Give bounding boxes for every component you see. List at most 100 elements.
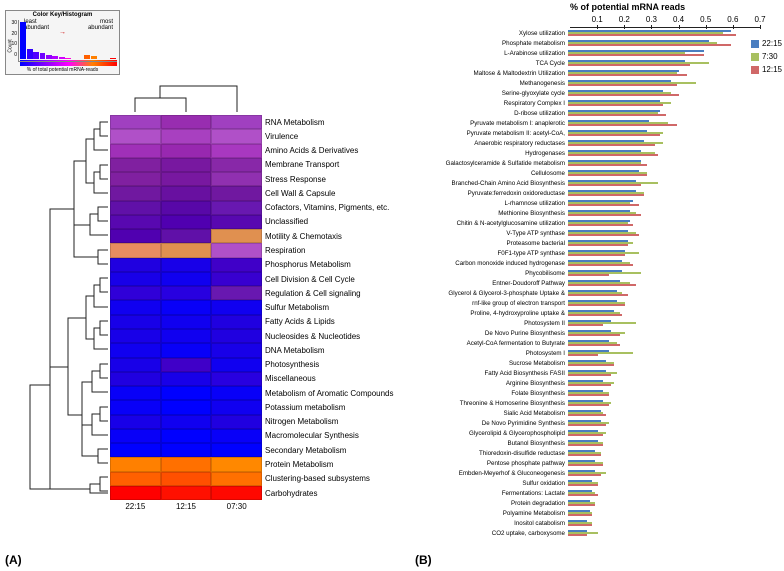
heatmap-cell	[110, 457, 161, 471]
heatmap-cell	[161, 472, 212, 486]
heatmap-cell	[161, 372, 212, 386]
heatmap-row-label: Protein Metabolism	[265, 457, 394, 471]
legend-label: 7:30	[762, 52, 778, 61]
heatmap-row-label: Motility & Chemotaxis	[265, 229, 394, 243]
bar	[568, 214, 641, 216]
bar	[568, 134, 660, 136]
bar	[568, 74, 687, 76]
bar-row: Pyruvate:ferredoxin oxidoreductase	[415, 188, 765, 198]
bar-label: Chitin & N-acetylglucosamine utilization	[415, 220, 568, 227]
bar-row: Butanol Biosynthesis	[415, 438, 765, 448]
bar	[568, 344, 620, 346]
bar-group	[568, 338, 765, 348]
heatmap-cell	[110, 372, 161, 386]
heatmap-cell	[211, 400, 262, 414]
bar-group	[568, 488, 765, 498]
bar-label: Polyamine Metabolism	[415, 510, 568, 517]
bar-group	[568, 518, 765, 528]
heatmap-cell	[161, 158, 212, 172]
bar-label: Anaerobic respiratory reductases	[415, 140, 568, 147]
bar-group	[568, 58, 765, 68]
heatmap-cell	[110, 215, 161, 229]
bar-label: Methionine Biosynthesis	[415, 210, 568, 217]
heatmap-row	[110, 300, 262, 314]
bar-label: Fermentations: Lactate	[415, 490, 568, 497]
heatmap-cell	[110, 400, 161, 414]
heatmap-row	[110, 343, 262, 357]
heatmap-cell	[211, 258, 262, 272]
bar-row: De Novo Purine Biosynthesis	[415, 328, 765, 338]
bar-row: Carbon monoxide induced hydrogenase	[415, 258, 765, 268]
heatmap-row-label: RNA Metabolism	[265, 115, 394, 129]
bar-label: Respiratory Complex I	[415, 100, 568, 107]
bar	[568, 264, 633, 266]
bar	[568, 94, 679, 96]
bar	[568, 534, 587, 536]
bar-row: Protein degradation	[415, 498, 765, 508]
bar-row: L-rhamnose utilization	[415, 198, 765, 208]
bar-row: Glycerol & Glycerol-3-phosphate Uptake &	[415, 288, 765, 298]
heatmap-cell	[211, 129, 262, 143]
heatmap-cell	[110, 329, 161, 343]
bar-row: Inositol catabolism	[415, 518, 765, 528]
heatmap-cell	[161, 400, 212, 414]
bar-label: Maltose & Maltodextrin Utilization	[415, 70, 568, 77]
heatmap-cell	[211, 386, 262, 400]
heatmap-row	[110, 443, 262, 457]
bar	[568, 164, 647, 166]
bar-group	[568, 268, 765, 278]
bar-label: Glycerolipid & Glycerophospholipid	[415, 430, 568, 437]
bar	[568, 114, 666, 116]
bar-label: Pentose phosphate pathway	[415, 460, 568, 467]
panel-b-tag: (B)	[415, 553, 432, 567]
bar	[568, 184, 641, 186]
heatmap-row-label: Unclassified	[265, 215, 394, 229]
bar	[568, 124, 677, 126]
bar-row: Branched-Chain Amino Acid Biosynthesis	[415, 178, 765, 188]
bar	[568, 514, 592, 516]
heatmap-cell	[161, 457, 212, 471]
bar-row: Acetyl-CoA fermentation to Butyrate	[415, 338, 765, 348]
bar-group	[568, 478, 765, 488]
legend-label: 22:15	[762, 39, 782, 48]
bar	[568, 144, 655, 146]
heatmap-cell	[161, 186, 212, 200]
heatmap-cell	[161, 329, 212, 343]
bar-row: Xylose utilization	[415, 28, 765, 38]
bar-group	[568, 398, 765, 408]
heatmap-cell	[211, 243, 262, 257]
heatmap-cell	[110, 272, 161, 286]
heatmap-cell	[211, 115, 262, 129]
bar-label: Photosystem I	[415, 350, 568, 357]
bar-label: Carbon monoxide induced hydrogenase	[415, 260, 568, 267]
bar-group	[568, 508, 765, 518]
bar-group	[568, 208, 765, 218]
bar	[568, 304, 625, 306]
heatmap-cell	[211, 486, 262, 500]
heatmap-row-label: Secondary Metabolism	[265, 443, 394, 457]
bar-group	[568, 428, 765, 438]
bar-group	[568, 358, 765, 368]
heatmap-cell	[211, 300, 262, 314]
heatmap-row	[110, 243, 262, 257]
bar-group	[568, 108, 765, 118]
bar-xaxis: 0.10.20.30.40.50.60.7	[570, 15, 760, 27]
bar-group	[568, 168, 765, 178]
bar-row: Serine-glyoxylate cycle	[415, 88, 765, 98]
legend-swatch	[751, 53, 759, 61]
bar-row: Anaerobic respiratory reductases	[415, 138, 765, 148]
bar-row: CO2 uptake, carboxysome	[415, 528, 765, 538]
bar-label: Phycobilisome	[415, 270, 568, 277]
bar-row: Photosystem II	[415, 318, 765, 328]
bar-label: Butanol Biosynthesis	[415, 440, 568, 447]
bar-label: Branched-Chain Amino Acid Biosynthesis	[415, 180, 568, 187]
legend-swatch	[751, 40, 759, 48]
bar-row: F0F1-type ATP synthase	[415, 248, 765, 258]
bar-label: Protein degradation	[415, 500, 568, 507]
bar-row: Phycobilisome	[415, 268, 765, 278]
heatmap-cell	[211, 358, 262, 372]
legend: 22:157:3012:15	[751, 35, 782, 78]
bar-group	[568, 258, 765, 268]
heatmap-row-label: Phosphorus Metabolism	[265, 258, 394, 272]
heatmap-cell	[110, 144, 161, 158]
